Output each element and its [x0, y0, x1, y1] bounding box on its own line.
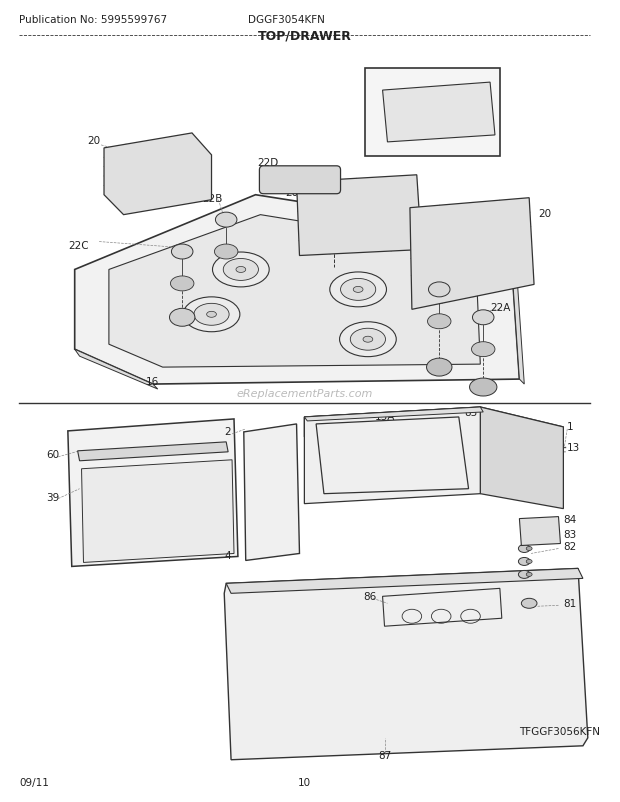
Text: 22: 22 [428, 278, 441, 288]
Ellipse shape [469, 379, 497, 396]
Polygon shape [78, 443, 228, 461]
Ellipse shape [215, 245, 238, 260]
Ellipse shape [518, 545, 530, 553]
Polygon shape [383, 83, 495, 143]
Text: 10: 10 [298, 776, 311, 787]
Polygon shape [224, 569, 588, 759]
Text: 22C: 22C [68, 241, 89, 250]
Polygon shape [304, 407, 480, 504]
Text: 81: 81 [564, 598, 577, 609]
Ellipse shape [518, 571, 530, 579]
Text: TOP/DRAWER: TOP/DRAWER [257, 29, 352, 43]
Text: 20: 20 [87, 136, 100, 146]
Ellipse shape [529, 525, 539, 533]
Ellipse shape [518, 557, 530, 565]
Polygon shape [410, 198, 534, 310]
Polygon shape [304, 407, 564, 444]
Polygon shape [226, 569, 583, 593]
Text: 83: 83 [564, 529, 577, 539]
Ellipse shape [526, 573, 532, 577]
Text: 22D: 22D [257, 158, 279, 168]
Ellipse shape [183, 298, 240, 332]
Ellipse shape [350, 329, 386, 350]
Polygon shape [82, 460, 234, 563]
Ellipse shape [428, 282, 450, 298]
Text: 60: 60 [46, 449, 60, 460]
Polygon shape [244, 424, 299, 561]
Text: eReplacementParts.com: eReplacementParts.com [236, 388, 373, 399]
Ellipse shape [521, 598, 537, 609]
Polygon shape [104, 134, 211, 216]
Text: 4: 4 [224, 551, 231, 561]
Ellipse shape [526, 547, 532, 551]
Ellipse shape [194, 304, 229, 326]
Ellipse shape [428, 314, 451, 330]
Ellipse shape [206, 312, 216, 318]
Ellipse shape [427, 358, 452, 377]
Ellipse shape [542, 525, 552, 533]
Ellipse shape [472, 310, 494, 326]
Text: 13: 13 [567, 442, 580, 452]
Text: 13A: 13A [374, 411, 395, 421]
Ellipse shape [159, 148, 171, 156]
Text: 20: 20 [538, 209, 551, 218]
Ellipse shape [471, 342, 495, 357]
Polygon shape [68, 419, 238, 567]
Polygon shape [296, 176, 422, 256]
Ellipse shape [172, 245, 193, 260]
Ellipse shape [526, 560, 532, 564]
FancyBboxPatch shape [259, 167, 340, 194]
Ellipse shape [213, 253, 269, 288]
Text: 22A: 22A [490, 303, 510, 313]
Text: 1: 1 [567, 421, 574, 431]
Text: 85: 85 [464, 407, 477, 418]
Polygon shape [304, 407, 483, 421]
Polygon shape [480, 407, 564, 509]
Ellipse shape [340, 279, 376, 301]
Text: 87: 87 [378, 750, 391, 759]
Polygon shape [74, 350, 157, 390]
Text: 82: 82 [564, 542, 577, 552]
Ellipse shape [115, 156, 127, 164]
Text: 1: 1 [306, 181, 312, 192]
Ellipse shape [236, 267, 246, 273]
Text: 2: 2 [224, 427, 231, 436]
Ellipse shape [169, 309, 195, 327]
Text: 20A: 20A [285, 188, 305, 197]
Text: 39: 39 [46, 492, 60, 502]
Text: TFGGF3056KFN: TFGGF3056KFN [520, 726, 600, 736]
Text: 86: 86 [363, 592, 376, 602]
Ellipse shape [353, 287, 363, 293]
Ellipse shape [330, 273, 386, 307]
Text: Publication No: 5995599767: Publication No: 5995599767 [19, 15, 167, 26]
Ellipse shape [215, 213, 237, 228]
Ellipse shape [363, 337, 373, 342]
Ellipse shape [223, 259, 259, 281]
Bar [365, 69, 500, 156]
Text: 09/11: 09/11 [19, 776, 49, 787]
Ellipse shape [340, 322, 396, 357]
Ellipse shape [137, 152, 149, 160]
Polygon shape [109, 216, 480, 367]
Polygon shape [510, 235, 525, 385]
Polygon shape [74, 196, 520, 385]
Text: 16: 16 [146, 377, 159, 387]
Text: 22B: 22B [202, 193, 222, 204]
Text: 84: 84 [564, 514, 577, 524]
Polygon shape [520, 517, 560, 546]
Ellipse shape [170, 277, 194, 291]
Text: 34: 34 [365, 73, 378, 83]
Text: DGGF3054KFN: DGGF3054KFN [247, 15, 324, 26]
